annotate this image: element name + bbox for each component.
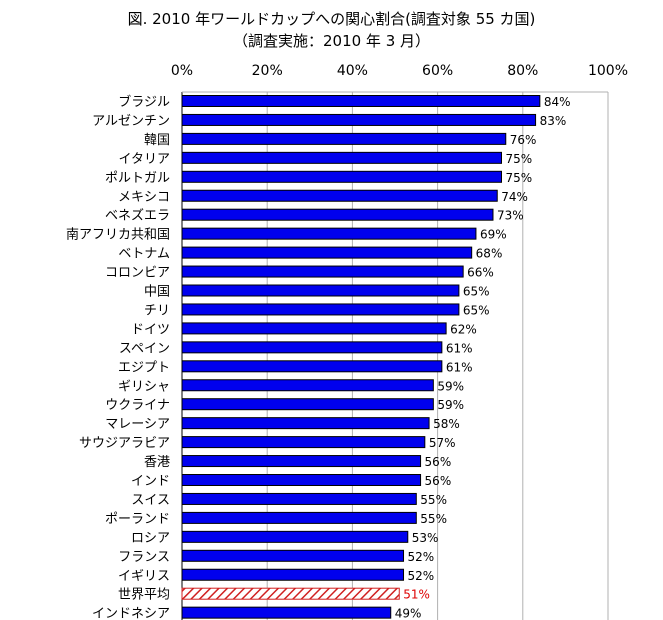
category-label: ポーランド — [105, 512, 170, 527]
x-tick-label: 40% — [337, 63, 368, 79]
data-label: 55% — [420, 512, 447, 526]
data-label: 53% — [412, 531, 439, 545]
data-label: 74% — [501, 190, 528, 204]
data-label: 61% — [446, 341, 473, 355]
category-label: ロシア — [131, 531, 170, 546]
category-label: ベネズエラ — [105, 208, 170, 224]
bar — [181, 227, 477, 240]
data-label: 84% — [544, 95, 571, 109]
data-label: 83% — [540, 114, 567, 128]
data-label: 75% — [506, 152, 533, 166]
data-label: 59% — [437, 379, 464, 393]
bar — [181, 170, 502, 183]
category-label: 世界平均 — [118, 588, 170, 603]
bar — [181, 530, 409, 543]
bar — [181, 436, 426, 449]
chart-subtitle: （調査実施：2010 年 3 月） — [232, 32, 431, 50]
category-label: インドネシア — [92, 607, 170, 620]
data-label: 56% — [425, 455, 452, 469]
bar — [181, 322, 447, 335]
data-label: 66% — [467, 266, 494, 280]
x-tick-label: 80% — [507, 63, 538, 79]
bar — [181, 151, 502, 164]
data-label: 52% — [408, 569, 435, 583]
category-label: ギリシャ — [118, 379, 170, 394]
bar — [181, 417, 430, 430]
bar — [181, 492, 417, 505]
bar — [181, 113, 537, 126]
data-label: 65% — [463, 303, 490, 317]
category-label: コロンビア — [105, 266, 170, 281]
data-label: 61% — [446, 360, 473, 374]
bar — [181, 132, 507, 145]
bar — [181, 246, 473, 259]
bar — [181, 568, 405, 581]
x-tick-label: 20% — [252, 63, 283, 79]
category-label: 韓国 — [144, 133, 170, 148]
bar — [181, 284, 460, 297]
category-label: アルゼンチン — [92, 114, 170, 129]
bar-highlight — [181, 587, 400, 600]
data-label: 51% — [403, 588, 430, 602]
bar — [181, 455, 422, 468]
bar — [181, 474, 422, 486]
category-label: サウジアラビア — [79, 436, 170, 451]
data-label: 62% — [450, 322, 477, 336]
category-label: インド — [131, 474, 170, 489]
category-label: ウクライナ — [105, 398, 170, 413]
bar — [181, 398, 434, 411]
chart-title: 図. 2010 年ワールドカップへの関心割合(調査対象 55 カ国) — [127, 10, 536, 28]
data-label: 57% — [429, 436, 456, 450]
bar — [181, 189, 498, 202]
bar — [181, 511, 417, 524]
category-label: ドイツ — [131, 322, 170, 337]
category-label: ベトナム — [118, 247, 170, 262]
bar — [181, 95, 541, 107]
data-label: 58% — [433, 417, 460, 431]
x-tick-label: 0% — [171, 63, 193, 79]
category-label: チリ — [144, 303, 170, 318]
category-label: スイス — [131, 493, 170, 508]
data-label: 55% — [420, 493, 447, 507]
data-label: 52% — [408, 550, 435, 564]
bars — [181, 95, 541, 619]
category-label: マレーシア — [105, 417, 170, 432]
data-label: 76% — [510, 133, 537, 147]
data-label: 69% — [480, 228, 507, 242]
category-label: イギリス — [118, 569, 170, 584]
data-label: 73% — [497, 209, 524, 223]
category-label: ポルトガル — [105, 171, 170, 186]
bar — [181, 341, 443, 354]
bar — [181, 606, 392, 619]
category-label: フランス — [118, 550, 170, 565]
bar — [181, 208, 494, 221]
data-label: 75% — [506, 171, 533, 185]
bar — [181, 549, 405, 562]
category-label: 南アフリカ共和国 — [66, 227, 170, 243]
x-tick-label: 60% — [422, 63, 453, 79]
bar — [181, 303, 460, 316]
data-labels: 84% 83%76% 75% 75% 74% 73% 69% 68% 66% 65% 65% 62% 6… — [395, 95, 571, 620]
category-labels: ブラジルアルゼンチン韓国イタリアポルトガルメキシコベネズエラ南アフリカ共和国ベト… — [66, 94, 170, 620]
category-label: イタリア — [119, 152, 170, 167]
data-label: 59% — [437, 398, 464, 412]
data-label: 65% — [463, 285, 490, 299]
category-label: ブラジル — [118, 94, 170, 110]
category-label: エジプト — [118, 360, 170, 375]
category-label: 香港 — [144, 455, 170, 470]
x-axis-ticks: 0% 20% 40% 60% 80% 100% — [171, 63, 628, 79]
bar — [181, 265, 464, 278]
category-label: メキシコ — [118, 190, 170, 205]
bar — [181, 360, 443, 373]
data-label: 49% — [395, 607, 422, 620]
category-label: スペイン — [119, 341, 170, 356]
data-label: 68% — [476, 247, 503, 261]
data-label: 56% — [425, 474, 452, 488]
x-tick-label: 100% — [588, 63, 628, 79]
bar — [181, 379, 434, 392]
category-label: 中国 — [144, 285, 170, 300]
